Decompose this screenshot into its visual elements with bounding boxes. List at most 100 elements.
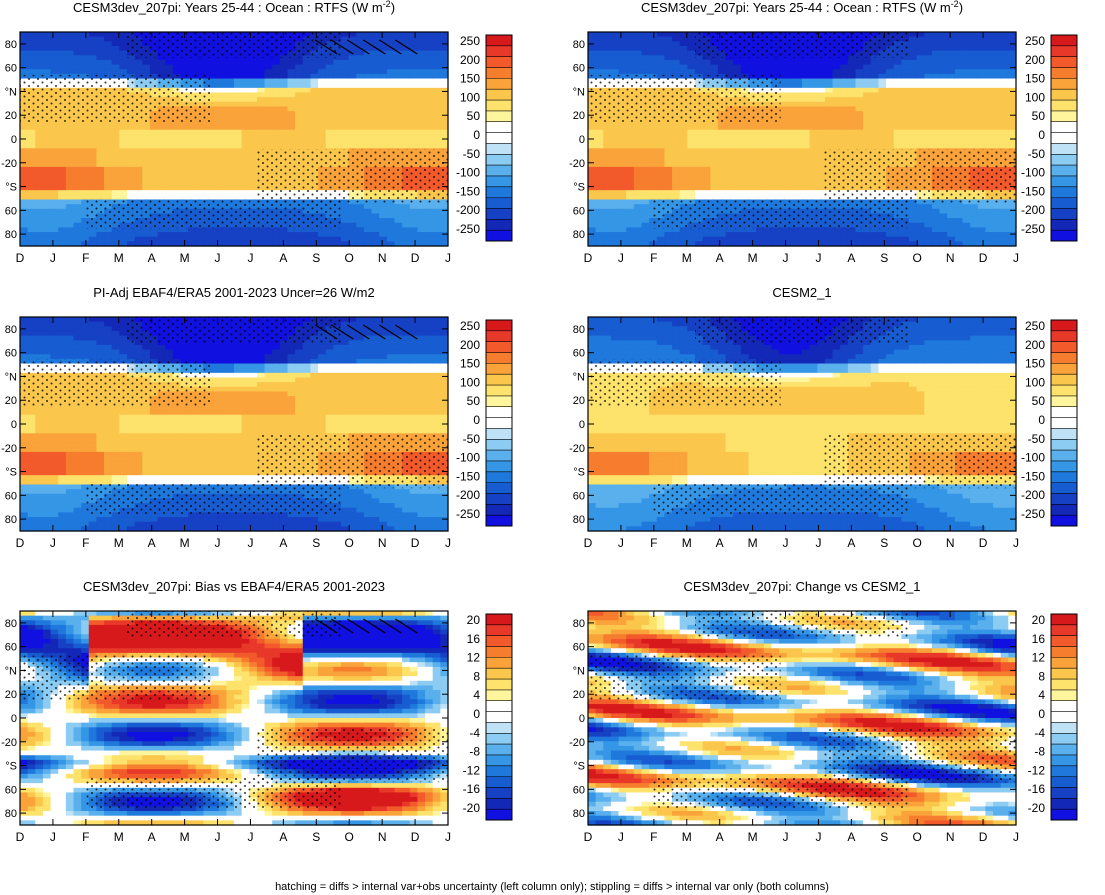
field-cell [27,120,36,126]
field-cell [142,55,151,61]
field-cell [924,222,933,228]
field-cell [394,129,403,135]
field-cell [954,236,964,242]
field-cell [73,157,82,163]
field-cell [27,152,36,159]
field-cell [633,152,643,159]
field-cell [710,143,719,149]
field-cell [20,241,29,247]
field-cell [779,241,788,247]
field-cell [771,185,780,191]
field-cell [656,185,666,191]
field-cell [626,143,635,149]
field-cell [73,241,82,247]
field-cell [402,204,411,210]
field-cell [649,152,658,159]
field-cell [363,208,373,215]
field-cell [702,152,711,159]
field-cell [234,92,243,98]
field-cell [931,204,941,210]
field-cell [119,64,128,70]
field-cell [256,129,266,135]
field-cell [786,227,795,233]
field-cell [588,45,597,52]
field-cell [809,101,818,108]
field-cell [226,176,235,182]
field-cell [809,152,818,159]
field-cell [588,69,597,75]
field-cell [595,125,604,131]
field-cell [371,218,380,224]
field-cell [425,125,434,131]
field-cell [172,69,182,75]
field-cell [218,143,227,149]
field-cell [824,241,834,247]
field-cell [931,32,941,38]
field-cell [786,194,795,201]
field-cell [909,204,918,210]
field-cell [610,213,620,219]
field-cell [172,185,182,191]
field-cell [802,139,811,145]
field-cell [35,143,44,149]
field-cell [111,41,120,47]
field-cell [794,111,803,117]
field-cell [134,227,143,233]
field-cell [50,185,59,191]
field-cell [363,97,373,103]
field-cell [901,83,910,89]
field-cell [142,185,151,191]
field-cell [710,134,719,140]
field-cell [96,236,105,242]
field-cell [824,55,834,61]
field-cell [916,64,925,70]
field-cell [172,194,182,201]
field-cell [127,176,136,182]
field-cell [588,190,597,196]
field-cell [149,190,159,196]
field-cell [409,69,419,75]
field-cell [901,236,910,242]
field-cell [425,111,434,117]
field-cell [348,222,357,228]
field-cell [195,148,205,154]
field-cell [725,139,734,145]
field-cell [234,59,243,66]
field-cell [664,171,673,177]
field-cell [924,120,933,126]
field-cell [588,227,597,233]
field-cell [847,115,857,121]
field-cell [756,162,765,168]
field-cell [256,134,266,140]
field-cell [356,69,365,75]
field-cell [626,50,635,56]
field-cell [763,59,773,66]
field-cell [618,129,627,135]
field-cell [916,236,925,242]
field-cell [863,92,872,98]
field-cell [817,162,826,168]
field-cell [717,129,727,135]
field-cell [180,171,189,177]
field-cell [88,227,98,233]
field-cell [165,125,174,131]
field-cell [409,143,419,149]
field-cell [409,41,419,47]
field-cell [272,101,281,108]
stipple-region [255,149,448,204]
field-cell [771,64,780,70]
field-cell [962,111,971,117]
field-cell [88,50,98,56]
field-cell [356,115,365,121]
field-cell [226,180,235,187]
field-cell [50,232,59,238]
field-cell [733,157,742,163]
field-cell [386,143,396,149]
field-cell [748,152,757,159]
field-cell [748,227,757,233]
field-cell [27,236,36,242]
field-cell [287,55,296,61]
field-cell [870,241,880,247]
field-cell [610,241,620,247]
field-cell [756,194,765,201]
